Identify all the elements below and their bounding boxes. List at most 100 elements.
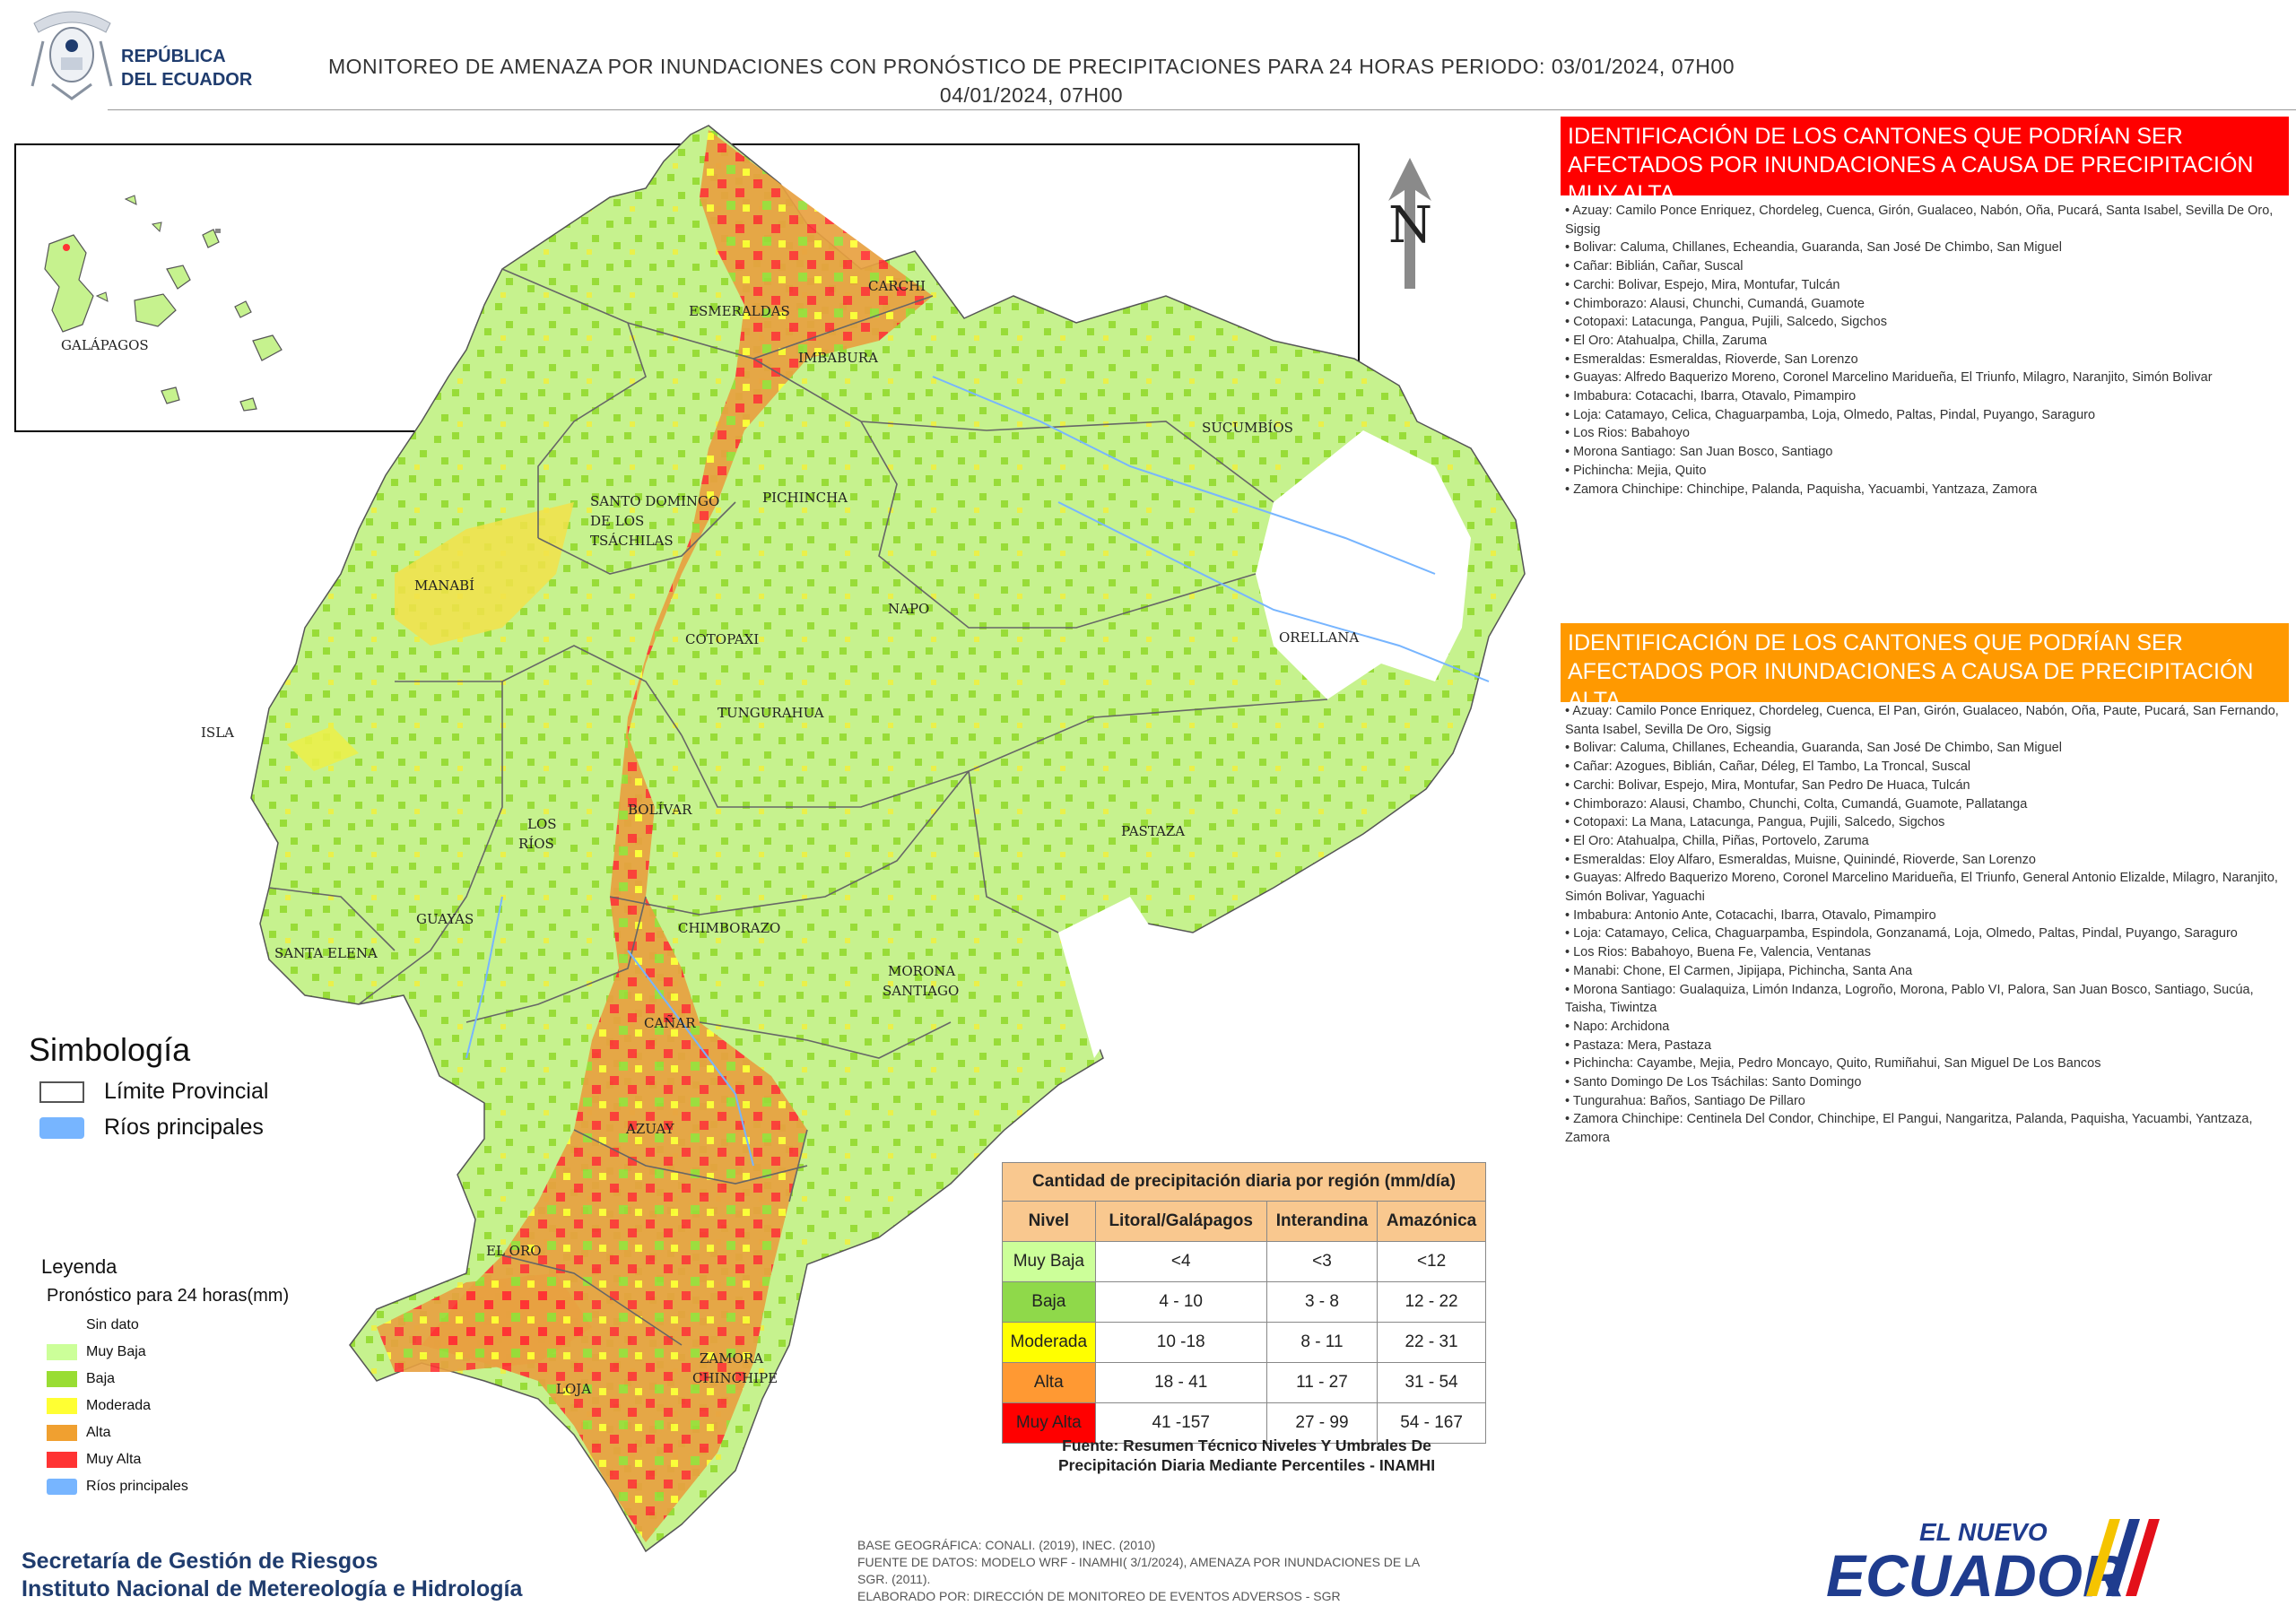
agency-name-line2: DEL ECUADOR [121,70,253,90]
andean-high-threat-band [422,130,933,1542]
simbologia-rios: Ríos principales [39,1115,264,1141]
isla-moderate-patch [287,726,359,771]
table-cell: 4 - 10 [1094,1281,1267,1323]
table-cell: 8 - 11 [1265,1322,1378,1363]
legend-swatch [47,1479,77,1495]
table-cell: 18 - 41 [1094,1362,1267,1403]
muy-alta-header: IDENTIFICACIÓN DE LOS CANTONES QUE PODRÍ… [1561,117,2289,206]
table-cell-nivel: Alta [1002,1362,1096,1403]
label-bolivar: BOLÍVAR [628,802,692,818]
label-santo-domingo-3: TSÁCHILAS [590,533,674,549]
credits-line4: ELABORADO POR: DIRECCIÓN DE MONITOREO DE… [857,1589,1341,1603]
label-orellana: ORELLANA [1279,629,1359,646]
list-item: • Pichincha: Cayambe, Mejia, Pedro Monca… [1565,1056,2101,1072]
place-labels: ESMERALDAS CARCHI IMBABURA SUCUMBÍOS SAN… [201,278,1359,1397]
list-item: • Morona Santiago: Gualaquiza, Limón Ind… [1565,982,2254,1016]
list-item: • Loja: Catamayo, Celica, Chaguarpamba, … [1565,407,2096,422]
source-line1: Fuente: Resumen Técnico Niveles Y Umbral… [1062,1436,1431,1454]
list-item: • Santo Domingo De Los Tsáchilas: Santo … [1565,1075,1862,1090]
label-santo-domingo-1: SANTO DOMINGO [590,493,719,509]
agency-name-line1: REPÚBLICA [121,47,226,66]
table-header-amazonica: Amazónica [1377,1201,1486,1242]
label-santa-elena: SANTA ELENA [274,945,378,961]
leyenda-item-rios: Ríos principales [47,1476,188,1497]
table-cell: 27 - 99 [1265,1402,1378,1444]
legend-swatch [47,1371,77,1387]
north-arrow-letter: N [1388,196,1432,255]
table-cell: 10 -18 [1094,1322,1267,1363]
simbologia-limite: Límite Provincial [39,1079,268,1105]
source-line2: Precipitación Diaria Mediante Percentile… [1057,1456,1436,1474]
leyenda-item-muy-baja: Muy Baja [47,1341,146,1363]
leyenda-item-sin-dato: Sin dato [47,1315,139,1336]
list-item: • Napo: Archidona [1565,1019,1670,1034]
label-sucumbios: SUCUMBÍOS [1202,420,1293,436]
table-caption: Cantidad de precipitación diaria por reg… [1002,1162,1486,1202]
list-item: • Carchi: Bolivar, Espejo, Mira, Montufa… [1565,777,1970,793]
legend-label: Muy Alta [86,1452,142,1467]
table-cell: 11 - 27 [1265,1362,1378,1403]
legend-label: Sin dato [86,1317,139,1332]
brand-small-text: EL NUEVO [1919,1518,2048,1546]
label-tungurahua: TUNGURAHUA [718,705,824,721]
table-source-note: Fuente: Resumen Técnico Niveles Y Umbral… [996,1436,1498,1475]
credits-line1: BASE GEOGRÁFICA: CONALI. (2019), INEC. (… [857,1538,1156,1552]
table-cell: 41 -157 [1094,1402,1267,1444]
list-item: • Imbabura: Antonio Ante, Cotacachi, Iba… [1565,907,1936,923]
list-item: • El Oro: Atahualpa, Chilla, Piñas, Port… [1565,833,1869,848]
table-cell: <12 [1377,1241,1486,1282]
brand-big-text: ECUADOR [1826,1542,2126,1605]
list-item: • Zamora Chinchipe: Centinela Del Condor… [1565,1112,2253,1146]
label-los-rios-1: LOS [527,816,557,832]
label-esmeraldas: ESMERALDAS [689,303,790,319]
credits-line3: SGR. (2011). [857,1572,931,1586]
list-item: • Pastaza: Mera, Pastaza [1565,1037,1712,1053]
list-item: • Azuay: Camilo Ponce Enriquez, Chordele… [1565,204,2274,237]
label-manabi: MANABÍ [414,577,474,594]
table-row: Muy Alta 41 -157 27 - 99 54 - 167 [1002,1402,1486,1444]
label-los-rios-2: RÍOS [518,836,554,852]
galapagos-islands: GALÁPAGOS [44,195,283,412]
credits-line2: FUENTE DE DATOS: MODELO WRF - INAMHI( 3/… [857,1555,1421,1569]
footer-org-line1: Secretaría de Gestión de Riesgos [22,1549,378,1574]
label-pastaza: PASTAZA [1121,823,1185,839]
list-item: • Tungurahua: Baños, Santiago De Pillaro [1565,1093,1805,1108]
table-row: Muy Baja <4 <3 <12 [1002,1241,1486,1282]
list-item: • Cañar: Biblián, Cañar, Suscal [1565,259,1744,274]
list-item: • El Oro: Atahualpa, Chilla, Zaruma [1565,333,1768,348]
table-cell: 3 - 8 [1265,1281,1378,1323]
title-line2: 04/01/2024, 07H00 [939,83,1124,107]
list-item: • Los Rios: Babahoyo [1565,426,1690,441]
rios-swatch [39,1116,84,1139]
label-galapagos: GALÁPAGOS [61,337,149,353]
label-carchi: CARCHI [868,278,926,294]
list-item: • Cotopaxi: La Mana, Latacunga, Pangua, … [1565,815,1945,830]
label-cotopaxi: COTOPAXI [685,631,759,647]
label-pichincha: PICHINCHA [762,490,848,506]
list-item: • Guayas: Alfredo Baquerizo Moreno, Coro… [1565,871,2278,905]
simbologia-title: Simbología [29,1031,191,1068]
agency-name: REPÚBLICA DEL ECUADOR [121,45,252,91]
list-item: • Esmeraldas: Eloy Alfaro, Esmeraldas, M… [1565,852,2036,867]
title-line1: MONITOREO DE AMENAZA POR INUNDACIONES CO… [327,55,1735,78]
page-title: MONITOREO DE AMENAZA POR INUNDACIONES CO… [269,52,1794,109]
label-napo: NAPO [888,601,929,617]
main-rivers [465,376,1490,1167]
label-loja: LOJA [556,1381,591,1397]
table-header-litoral: Litoral/Galápagos [1094,1201,1267,1242]
table-cell-nivel: Muy Baja [1002,1241,1096,1282]
list-item: • Bolivar: Caluma, Chillanes, Echeandia,… [1565,240,2062,256]
list-item: • Cotopaxi: Latacunga, Pangua, Pujili, S… [1565,315,1887,330]
legend-swatch [47,1452,77,1468]
list-item: • Chimborazo: Alausi, Chunchi, Cumandá, … [1565,296,1865,311]
legend-swatch [47,1344,77,1360]
rios-label: Ríos principales [104,1115,264,1140]
list-item: • Morona Santiago: San Juan Bosco, Santi… [1565,445,1833,460]
legend-swatch [47,1425,77,1441]
precipitation-threshold-table: Cantidad de precipitación diaria por reg… [1002,1162,1486,1444]
table-row: Moderada 10 -18 8 - 11 22 - 31 [1002,1322,1486,1363]
table-cell: 22 - 31 [1377,1322,1486,1363]
label-morona-2: SANTIAGO [883,983,959,999]
list-item: • Loja: Catamayo, Celica, Chaguarpamba, … [1565,926,2238,942]
coat-of-arms-logo [30,11,113,100]
